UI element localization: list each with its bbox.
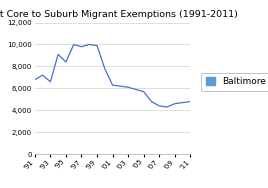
Legend: Baltimore: Baltimore <box>201 73 268 91</box>
Title: Net Core to Suburb Migrant Exemptions (1991-2011): Net Core to Suburb Migrant Exemptions (1… <box>0 10 238 19</box>
